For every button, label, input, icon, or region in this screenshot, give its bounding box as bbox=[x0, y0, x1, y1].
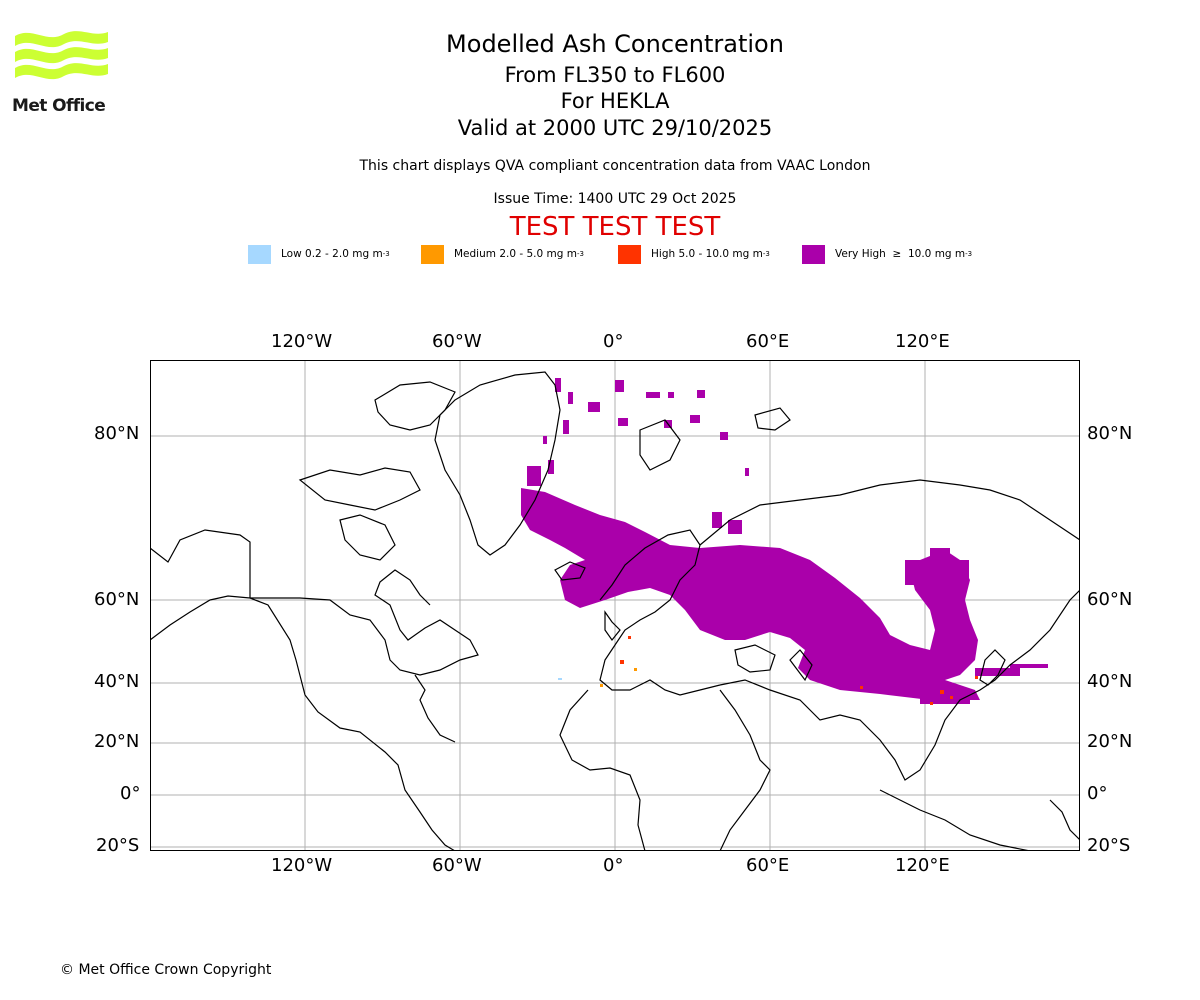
legend-label-very-high: Very High ≥ 10.0 mg m bbox=[835, 248, 966, 260]
lat-label-right: 60°N bbox=[1087, 589, 1133, 610]
legend-exponent: -3 bbox=[762, 250, 770, 258]
lat-label-left: 60°N bbox=[94, 589, 140, 610]
legend-item-medium: Medium 2.0 - 5.0 mg m -3 bbox=[421, 244, 584, 264]
flight-level-range: From FL350 to FL600 bbox=[504, 63, 726, 87]
lat-label-right: 20°N bbox=[1087, 731, 1133, 752]
ash-specks-high bbox=[620, 636, 978, 705]
legend-exponent: -3 bbox=[576, 250, 584, 258]
met-office-logo: Met Office bbox=[12, 28, 112, 116]
ash-map bbox=[150, 360, 1080, 851]
qva-note: This chart displays QVA compliant concen… bbox=[359, 158, 871, 174]
lat-label-left: 40°N bbox=[94, 671, 140, 692]
ash-specks-low bbox=[558, 678, 562, 680]
legend-label-low: Low 0.2 - 2.0 mg m bbox=[281, 248, 383, 260]
legend-item-high: High 5.0 - 10.0 mg m -3 bbox=[618, 244, 770, 264]
legend-exponent: -3 bbox=[382, 250, 390, 258]
lon-label-top: 120°E bbox=[895, 331, 950, 352]
lon-label-bottom: 120°E bbox=[895, 855, 950, 876]
issue-time: Issue Time: 1400 UTC 29 Oct 2025 bbox=[493, 191, 737, 207]
lat-label-right: 0° bbox=[1087, 783, 1108, 804]
chart-title: Modelled Ash Concentration bbox=[446, 30, 784, 58]
lat-label-left: 20°S bbox=[96, 835, 140, 856]
logo-text: Met Office bbox=[12, 96, 106, 116]
lat-label-left: 20°N bbox=[94, 731, 140, 752]
map-frame bbox=[150, 360, 1080, 851]
valid-time: Valid at 2000 UTC 29/10/2025 bbox=[457, 116, 773, 140]
lon-label-bottom: 60°W bbox=[432, 855, 482, 876]
lat-label-right: 80°N bbox=[1087, 423, 1133, 444]
legend-exponent: -3 bbox=[965, 250, 973, 258]
lat-label-left: 80°N bbox=[94, 423, 140, 444]
legend-swatch-high bbox=[618, 244, 641, 264]
coastlines bbox=[150, 371, 1080, 851]
lat-label-right: 40°N bbox=[1087, 671, 1133, 692]
lon-label-top: 120°W bbox=[271, 331, 333, 352]
met-office-waves-icon bbox=[15, 31, 108, 80]
legend-label-medium: Medium 2.0 - 5.0 mg m bbox=[454, 248, 577, 260]
lon-label-bottom: 0° bbox=[603, 855, 624, 876]
lon-label-top: 60°E bbox=[746, 331, 790, 352]
lon-label-bottom: 60°E bbox=[746, 855, 790, 876]
legend-swatch-low bbox=[248, 244, 271, 264]
legend-swatch-very-high bbox=[802, 244, 825, 264]
ash-specks-medium bbox=[600, 668, 637, 687]
legend-item-low: Low 0.2 - 2.0 mg m -3 bbox=[248, 244, 390, 264]
ash-plume-very-high bbox=[521, 378, 1048, 704]
legend-item-very-high: Very High ≥ 10.0 mg m -3 bbox=[802, 244, 972, 264]
lon-label-top: 0° bbox=[603, 331, 624, 352]
lat-label-right: 20°S bbox=[1087, 835, 1131, 856]
volcano-name: For HEKLA bbox=[560, 89, 670, 113]
legend-swatch-medium bbox=[421, 244, 444, 264]
test-banner: TEST TEST TEST bbox=[509, 212, 721, 242]
legend-label-high: High 5.0 - 10.0 mg m bbox=[651, 248, 763, 260]
lon-label-top: 60°W bbox=[432, 331, 482, 352]
lat-label-left: 0° bbox=[120, 783, 141, 804]
copyright-text: © Met Office Crown Copyright bbox=[60, 962, 272, 978]
lon-label-bottom: 120°W bbox=[271, 855, 333, 876]
